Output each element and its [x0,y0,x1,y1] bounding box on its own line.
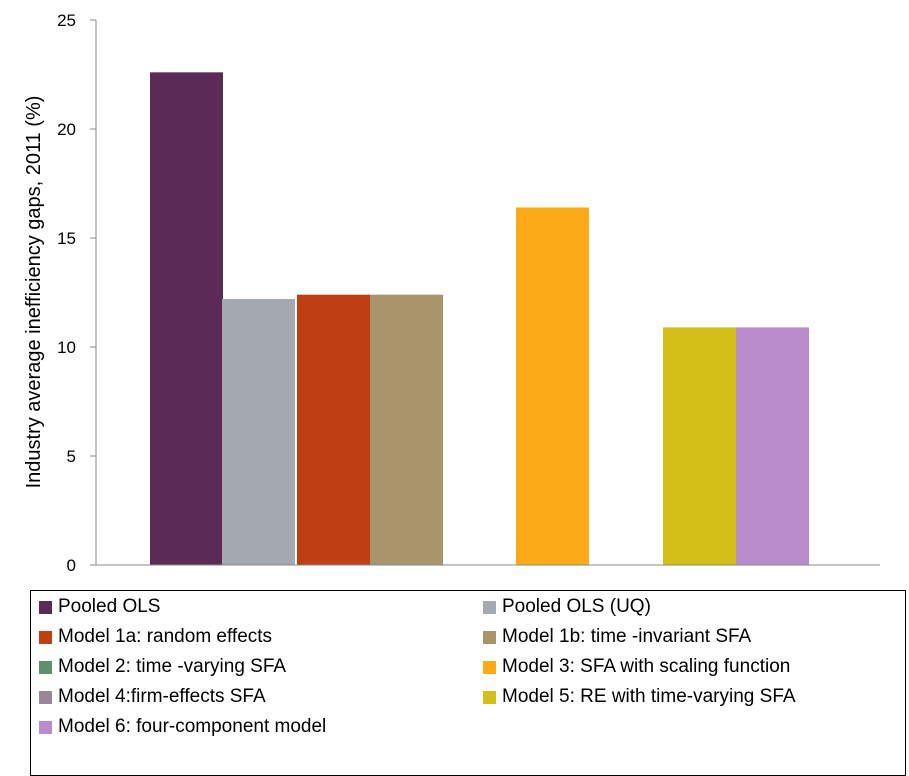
legend-label: Model 4:firm-effects SFA [58,686,266,707]
legend-swatch [39,660,52,674]
legend-swatch [39,690,52,704]
legend-item: Model 2: time -varying SFA [39,655,286,679]
legend-item: Model 1b: time -invariant SFA [483,625,751,649]
y-tick-label: 0 [67,556,76,575]
legend-item: Model 6: four-component model [39,715,326,739]
bar-4 [370,294,443,565]
legend-swatch [483,660,496,674]
legend-swatch [483,630,496,644]
y-tick-label: 25 [57,11,76,30]
bar-2 [222,299,295,565]
legend-label: Model 1a: random effects [58,626,273,647]
legend-label: Model 6: four-component model [58,716,327,737]
bar-chart: 0 5 10 15 20 25 Industry average inefficiency… [23,11,880,575]
bar-3 [297,294,370,565]
legend-item: Model 1a: random effects [39,625,272,649]
y-tick-label: 10 [57,338,76,357]
legend-item: Model 4:firm-effects SFA [39,685,266,709]
bar-8 [663,327,736,565]
legend-item: Model 5: RE with time-varying SFA [483,685,796,709]
legend-item: Pooled OLS (UQ) [483,595,651,619]
legend-swatch [39,630,52,644]
y-tick-label: 15 [57,229,76,248]
legend-label: Model 2: time -varying SFA [58,656,287,677]
y-ticks-group: 0 5 10 15 20 25 [57,11,96,575]
y-axis-title: Industry average inefficiency gaps, 2011… [23,96,45,489]
legend-swatch [39,600,52,614]
bar-6 [516,207,589,566]
bars-group [150,72,809,566]
legend-item: Model 3: SFA with scaling function [483,655,790,679]
legend-label: Model 3: SFA with scaling function [502,656,791,677]
legend-label: Model 1b: time -invariant SFA [502,626,752,647]
legend-label: Model 5: RE with time-varying SFA [502,686,796,707]
legend-swatch [39,720,52,734]
legend: Pooled OLS Pooled OLS (UQ) Model 1a: rando… [30,590,906,776]
legend-swatch [483,600,496,614]
legend-swatch [483,690,496,704]
y-tick-label: 20 [57,120,76,139]
bar-9 [736,327,809,565]
legend-item: Pooled OLS [39,595,160,619]
legend-label: Pooled OLS [58,596,161,617]
bar-1 [150,72,223,565]
legend-label: Pooled OLS (UQ) [502,596,651,617]
y-tick-label: 5 [67,447,76,466]
